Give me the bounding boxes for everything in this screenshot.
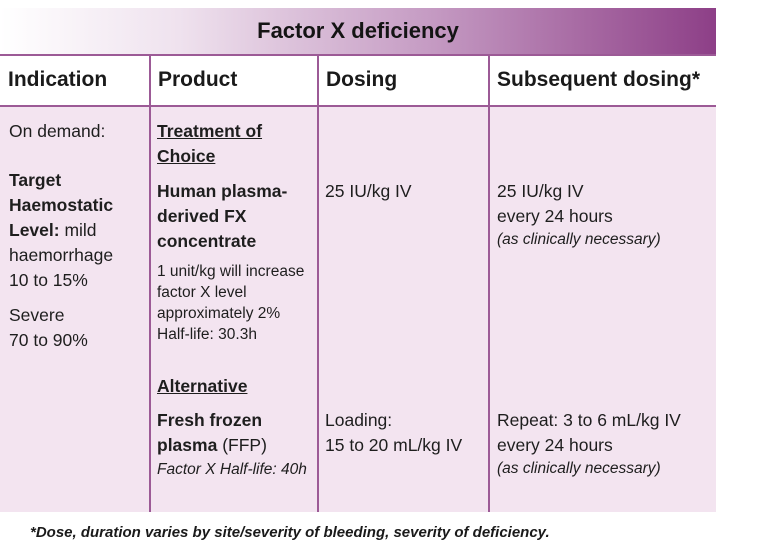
- alternative-subsequent-note: (as clinically necessary): [497, 460, 661, 477]
- choice-dose: 25 IU/kg IV: [325, 181, 412, 201]
- header-product: Product: [150, 54, 318, 106]
- severe-label: Severe: [9, 305, 65, 325]
- table-body: [0, 106, 716, 512]
- alternative-heading: Alternative: [157, 376, 248, 396]
- severe-range: 70 to 90%: [9, 330, 88, 350]
- table-title: Factor X deficiency: [0, 8, 716, 54]
- alternative-product-name: Fresh frozen plasma: [157, 410, 263, 455]
- header-top-rule: [0, 54, 716, 56]
- choice-subsequent-dose: 25 IU/kg IV: [497, 181, 584, 201]
- column-divider: [149, 54, 151, 512]
- header-indication: Indication: [0, 54, 150, 106]
- choice-subsequent-frequency: every 24 hours: [497, 206, 613, 226]
- target-level-block: Target Haemostatic Level: mild haemorrha…: [9, 168, 147, 293]
- choice-half-life: Half-life: 30.3h: [157, 326, 257, 343]
- alternative-subsequent-frequency: every 24 hours: [497, 435, 613, 455]
- alternative-subsequent-dose: Repeat: 3 to 6 mL/kg IV: [497, 410, 681, 430]
- mild-range: 10 to 15%: [9, 270, 88, 290]
- alternative-half-life: Factor X Half-life: 40h: [157, 461, 307, 478]
- alternative-product: Fresh frozen plasma (FFP): [157, 408, 312, 458]
- mild-label: mild haemorrhage: [9, 220, 114, 265]
- header-bottom-rule: [0, 105, 716, 107]
- header-subsequent-dosing: Subsequent dosing*: [489, 54, 716, 106]
- header-dosing: Dosing: [318, 54, 489, 106]
- table-title-text: Factor X deficiency: [257, 18, 459, 43]
- on-demand-label: On demand:: [9, 121, 106, 141]
- footnote: *Dose, duration varies by site/severity …: [30, 524, 550, 541]
- column-divider: [317, 54, 319, 512]
- column-divider: [488, 54, 490, 512]
- choice-product-name: Human plasma-derived FX concentrate: [157, 181, 288, 251]
- treatment-of-choice-heading: Treatment of Choice: [157, 121, 263, 166]
- target-level-label: Target Haemostatic Level:: [9, 170, 114, 240]
- choice-subsequent-note: (as clinically necessary): [497, 231, 661, 248]
- alternative-product-abbr: (FFP): [222, 435, 267, 455]
- alternative-dose-value: 15 to 20 mL/kg IV: [325, 435, 463, 455]
- choice-product-note: 1 unit/kg will increase factor X level a…: [157, 263, 305, 343]
- alternative-dose-label: Loading:: [325, 410, 393, 430]
